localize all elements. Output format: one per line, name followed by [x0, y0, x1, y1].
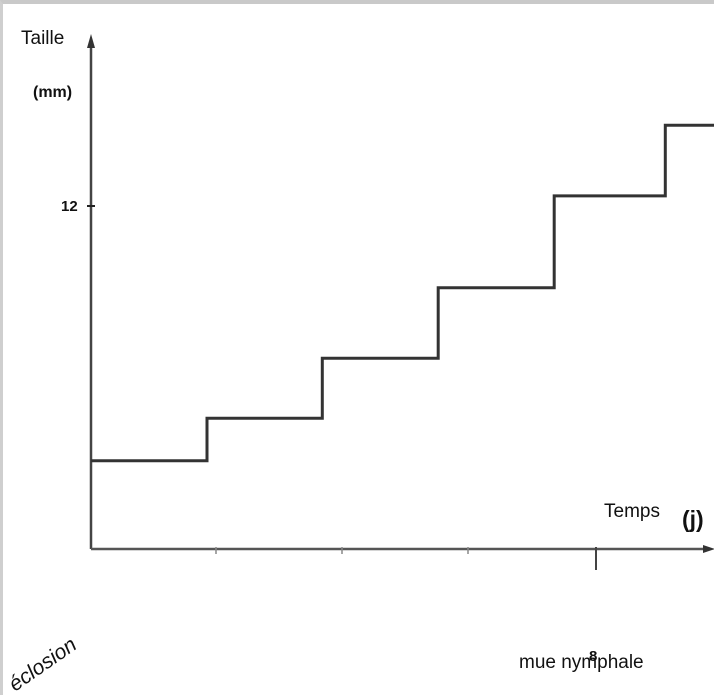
staircase-chart: Taille (mm) Temps (j) 12 8 éclosion mue …: [5, 28, 714, 696]
x-axis-unit: (j): [682, 506, 704, 532]
y-axis-unit: (mm): [33, 84, 72, 101]
y-axis-label: Taille: [21, 28, 64, 49]
y-axis-arrow: [87, 34, 95, 48]
x-axis-label: Temps: [604, 501, 660, 522]
x-axis-arrow: [703, 545, 714, 553]
series-line-taille: [91, 123, 714, 463]
y-tick-label-12: 12: [61, 198, 78, 215]
x-tick-label-8: 8: [589, 648, 597, 665]
annotation-mue-nymphale: mue nymphale: [519, 652, 644, 673]
annotation-eclosion: éclosion: [5, 633, 81, 696]
